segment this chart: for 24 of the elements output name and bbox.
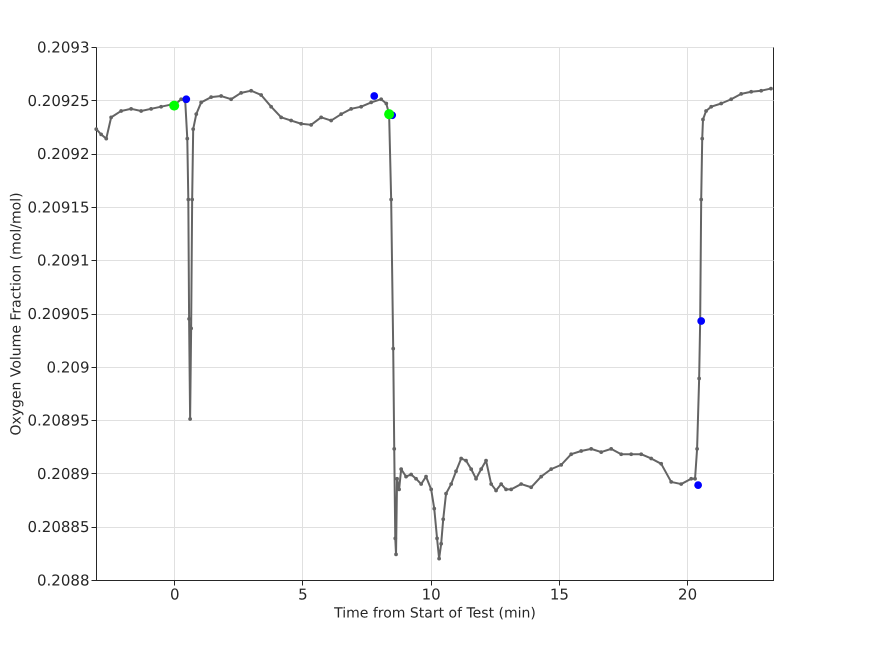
y-tick-label: 0.209 bbox=[46, 358, 90, 376]
y-tick-label: 0.20905 bbox=[27, 305, 90, 323]
x-tick-label: 20 bbox=[678, 586, 698, 604]
point bbox=[694, 481, 702, 489]
point bbox=[182, 95, 190, 104]
y-tick-label: 0.20915 bbox=[27, 198, 90, 216]
x-tick-label: 10 bbox=[422, 586, 441, 604]
y-tick-label: 0.2088 bbox=[37, 572, 90, 590]
x-tick-label: 5 bbox=[298, 586, 308, 604]
point bbox=[169, 100, 180, 111]
y-axis-title: Oxygen Volume Fraction (mol/mol) bbox=[8, 192, 24, 436]
y-tick-label: 0.20885 bbox=[27, 518, 90, 536]
y-tick-label: 0.20925 bbox=[27, 92, 90, 110]
y-tick-label: 0.20895 bbox=[27, 412, 90, 430]
x-tick-label: 15 bbox=[550, 586, 569, 604]
point bbox=[697, 317, 706, 325]
y-tick-label: 0.2093 bbox=[37, 38, 90, 56]
point bbox=[384, 109, 394, 120]
x-tick-label: 0 bbox=[170, 586, 180, 604]
y-tick-label: 0.2092 bbox=[37, 145, 90, 164]
point bbox=[370, 92, 378, 100]
y-tick-label: 0.2089 bbox=[37, 464, 90, 483]
x-axis-title: Time from Start of Test (min) bbox=[333, 606, 536, 622]
y-tick-label: 0.2091 bbox=[37, 252, 90, 270]
